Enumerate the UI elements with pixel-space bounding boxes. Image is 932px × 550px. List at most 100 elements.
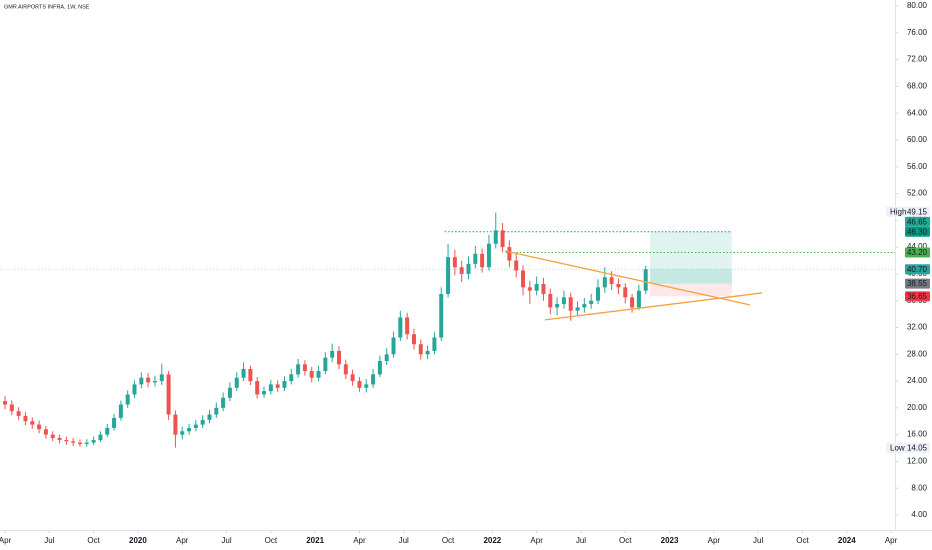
y-tick-label: 28.00	[907, 349, 928, 358]
candle-body	[575, 307, 580, 311]
y-tick-label: 44.00	[907, 242, 928, 251]
candle-body	[493, 230, 498, 244]
y-tick-label: 52.00	[907, 189, 928, 198]
candle-body	[57, 437, 62, 440]
x-tick-label: Oct	[265, 536, 278, 545]
price-label-box	[905, 264, 930, 275]
candle-body	[582, 304, 587, 308]
x-tick-label: Apr	[353, 536, 366, 545]
candle-body	[411, 334, 416, 345]
candle-body	[466, 263, 471, 274]
candle-body	[125, 394, 130, 405]
candle-body	[30, 421, 35, 425]
trendline	[544, 292, 762, 321]
candle-body	[180, 431, 185, 435]
extreme-name: Low	[890, 443, 905, 452]
candle-body	[296, 364, 301, 375]
x-tick-label: 2023	[661, 536, 679, 545]
position-layer	[650, 231, 732, 297]
candle-body	[105, 427, 110, 435]
candle-body	[118, 404, 123, 418]
candle-body	[71, 441, 76, 443]
candle-body	[514, 260, 519, 271]
candle-body	[350, 374, 355, 382]
candle-body	[636, 290, 641, 308]
candle-body	[91, 439, 96, 443]
candle-body	[159, 374, 164, 382]
extreme-label-box	[886, 206, 930, 217]
x-tick-label: Oct	[619, 536, 632, 545]
candle-body	[548, 293, 553, 308]
candle-body	[432, 337, 437, 351]
candle-body	[112, 417, 117, 428]
candle-body	[330, 350, 335, 358]
y-tick-label: 60.00	[907, 135, 928, 144]
x-tick-label: Jul	[221, 536, 231, 545]
candle-body	[9, 404, 14, 412]
candle-body	[139, 377, 144, 385]
candle-body	[630, 297, 635, 308]
candle-body	[241, 369, 246, 378]
candle-body	[43, 429, 48, 435]
candle-body	[343, 364, 348, 375]
candle-body	[391, 337, 396, 355]
candle-body	[268, 384, 273, 392]
candle-body	[507, 247, 512, 261]
candle-body	[521, 270, 526, 288]
candle-body	[289, 374, 294, 382]
candle-body	[84, 442, 89, 445]
price-label: 38.55	[907, 279, 928, 288]
candle-body	[323, 357, 328, 372]
chart-title: GMR AIRPORTS INFRA, 1W, NSE	[4, 4, 90, 10]
candle-body	[561, 297, 566, 305]
candle-body	[534, 283, 539, 291]
trendlines-layer	[504, 250, 762, 321]
price-label: 46.30	[907, 227, 928, 236]
candle-body	[221, 397, 226, 408]
candle-body	[377, 360, 382, 375]
candle-body	[3, 401, 8, 405]
candle-body	[200, 419, 205, 425]
candle-body	[595, 287, 600, 301]
extreme-label-box	[886, 442, 930, 453]
candle-body	[486, 243, 491, 268]
x-tick-label: Jul	[576, 536, 586, 545]
candle-body	[262, 391, 267, 395]
candle-body	[384, 354, 389, 361]
extreme-value: 49.15	[907, 207, 928, 216]
candle-body	[37, 424, 42, 430]
y-tick-label: 64.00	[907, 108, 928, 117]
x-tick-label: 2020	[129, 536, 147, 545]
candle-body	[207, 414, 212, 420]
x-tick-label: Apr	[176, 536, 189, 545]
y-tick-label: 80.00	[907, 1, 928, 10]
y-tick-label: 76.00	[907, 28, 928, 37]
x-tick-label: Apr	[0, 536, 12, 545]
x-tick-label: Jul	[399, 536, 409, 545]
candle-body	[405, 317, 410, 335]
x-tick-label: Oct	[442, 536, 455, 545]
candle-body	[336, 350, 341, 365]
candle-body	[132, 384, 137, 395]
x-tick-label: Jul	[44, 536, 54, 545]
y-tick-label: 4.00	[911, 510, 927, 519]
candle-body	[446, 257, 451, 294]
y-tick-label: 16.00	[907, 430, 928, 439]
candle-body	[541, 283, 546, 294]
y-tick-label: 56.00	[907, 162, 928, 171]
candle-body	[275, 384, 280, 388]
candle-body	[616, 283, 621, 288]
y-tick-label: 20.00	[907, 403, 928, 412]
candle-body	[255, 381, 260, 395]
candle-body	[227, 387, 232, 398]
extreme-name: High	[890, 207, 906, 216]
x-tick-label: 2021	[306, 536, 324, 545]
candle-body	[602, 277, 607, 288]
candle-body	[166, 374, 171, 415]
candle-body	[439, 293, 444, 338]
candle-body	[214, 407, 219, 415]
price-label-box	[905, 226, 930, 237]
candle-body	[568, 297, 573, 311]
candle-body	[643, 269, 648, 291]
